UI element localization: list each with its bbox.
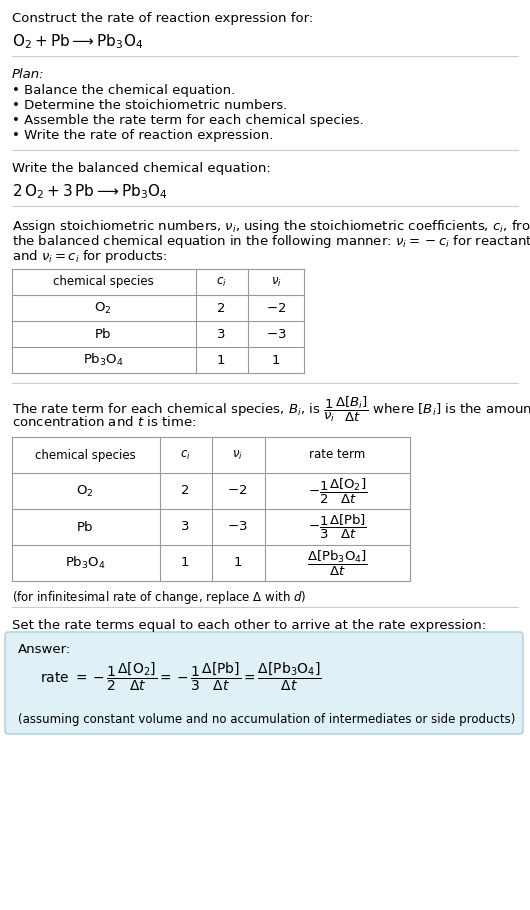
Text: 1: 1	[217, 353, 225, 367]
Text: Write the balanced chemical equation:: Write the balanced chemical equation:	[12, 162, 271, 175]
Text: 1: 1	[181, 557, 189, 570]
Text: 2: 2	[181, 484, 189, 498]
Text: 3: 3	[181, 521, 189, 533]
Text: Set the rate terms equal to each other to arrive at the rate expression:: Set the rate terms equal to each other t…	[12, 619, 486, 632]
Text: 3: 3	[217, 328, 225, 340]
Text: $\mathrm{O_2}$: $\mathrm{O_2}$	[76, 483, 94, 499]
Text: Construct the rate of reaction expression for:: Construct the rate of reaction expressio…	[12, 12, 313, 25]
Text: (assuming constant volume and no accumulation of intermediates or side products): (assuming constant volume and no accumul…	[18, 713, 515, 725]
Text: • Write the rate of reaction expression.: • Write the rate of reaction expression.	[12, 129, 273, 142]
Text: rate $= -\dfrac{1}{2}\dfrac{\Delta[\mathrm{O_2}]}{\Delta t} = -\dfrac{1}{3}\dfra: rate $= -\dfrac{1}{2}\dfrac{\Delta[\math…	[40, 661, 322, 693]
Text: $c_i$: $c_i$	[180, 449, 190, 461]
Text: concentration and $t$ is time:: concentration and $t$ is time:	[12, 415, 196, 429]
Text: $\mathrm{Pb}$: $\mathrm{Pb}$	[94, 327, 112, 341]
Text: $-2$: $-2$	[227, 484, 248, 498]
Text: chemical species: chemical species	[52, 276, 153, 288]
Text: 2: 2	[217, 301, 225, 315]
Text: rate term: rate term	[310, 449, 366, 461]
Text: $\dfrac{\Delta[\mathrm{Pb_3O_4}]}{\Delta t}$: $\dfrac{\Delta[\mathrm{Pb_3O_4}]}{\Delta…	[307, 549, 368, 578]
Text: $\mathrm{Pb_3O_4}$: $\mathrm{Pb_3O_4}$	[83, 352, 123, 368]
Text: $c_i$: $c_i$	[216, 276, 226, 288]
Text: Plan:: Plan:	[12, 68, 45, 81]
Text: 1: 1	[272, 353, 280, 367]
Text: • Assemble the rate term for each chemical species.: • Assemble the rate term for each chemic…	[12, 114, 364, 127]
Text: $\nu_i$: $\nu_i$	[232, 449, 243, 461]
Text: Assign stoichiometric numbers, $\nu_i$, using the stoichiometric coefficients, $: Assign stoichiometric numbers, $\nu_i$, …	[12, 218, 530, 235]
Text: and $\nu_i = c_i$ for products:: and $\nu_i = c_i$ for products:	[12, 248, 167, 265]
Text: $-\dfrac{1}{3}\dfrac{\Delta[\mathrm{Pb}]}{\Delta t}$: $-\dfrac{1}{3}\dfrac{\Delta[\mathrm{Pb}]…	[308, 513, 367, 541]
FancyBboxPatch shape	[5, 632, 523, 734]
Text: chemical species: chemical species	[34, 449, 135, 461]
Text: 1: 1	[233, 557, 242, 570]
Text: $\mathrm{O_2}$: $\mathrm{O_2}$	[94, 300, 112, 316]
Text: $\nu_i$: $\nu_i$	[271, 276, 281, 288]
Text: $\mathrm{Pb_3O_4}$: $\mathrm{Pb_3O_4}$	[65, 555, 105, 571]
Text: the balanced chemical equation in the following manner: $\nu_i = -c_i$ for react: the balanced chemical equation in the fo…	[12, 233, 530, 250]
Text: $-3$: $-3$	[227, 521, 248, 533]
Text: Answer:: Answer:	[18, 643, 71, 656]
Text: The rate term for each chemical species, $B_i$, is $\dfrac{1}{\nu_i}\dfrac{\Delt: The rate term for each chemical species,…	[12, 395, 530, 424]
Text: $\mathrm{O_2 + Pb \longrightarrow Pb_3O_4}$: $\mathrm{O_2 + Pb \longrightarrow Pb_3O_…	[12, 32, 143, 51]
Text: $-3$: $-3$	[266, 328, 286, 340]
Text: • Balance the chemical equation.: • Balance the chemical equation.	[12, 84, 235, 97]
Text: $-2$: $-2$	[266, 301, 286, 315]
Text: $-\dfrac{1}{2}\dfrac{\Delta[\mathrm{O_2}]}{\Delta t}$: $-\dfrac{1}{2}\dfrac{\Delta[\mathrm{O_2}…	[308, 477, 367, 506]
Text: (for infinitesimal rate of change, replace $\Delta$ with $d$): (for infinitesimal rate of change, repla…	[12, 589, 306, 606]
Text: $\mathrm{2\,O_2 + 3\,Pb \longrightarrow Pb_3O_4}$: $\mathrm{2\,O_2 + 3\,Pb \longrightarrow …	[12, 182, 167, 201]
Text: • Determine the stoichiometric numbers.: • Determine the stoichiometric numbers.	[12, 99, 287, 112]
Text: $\mathrm{Pb}$: $\mathrm{Pb}$	[76, 520, 94, 534]
